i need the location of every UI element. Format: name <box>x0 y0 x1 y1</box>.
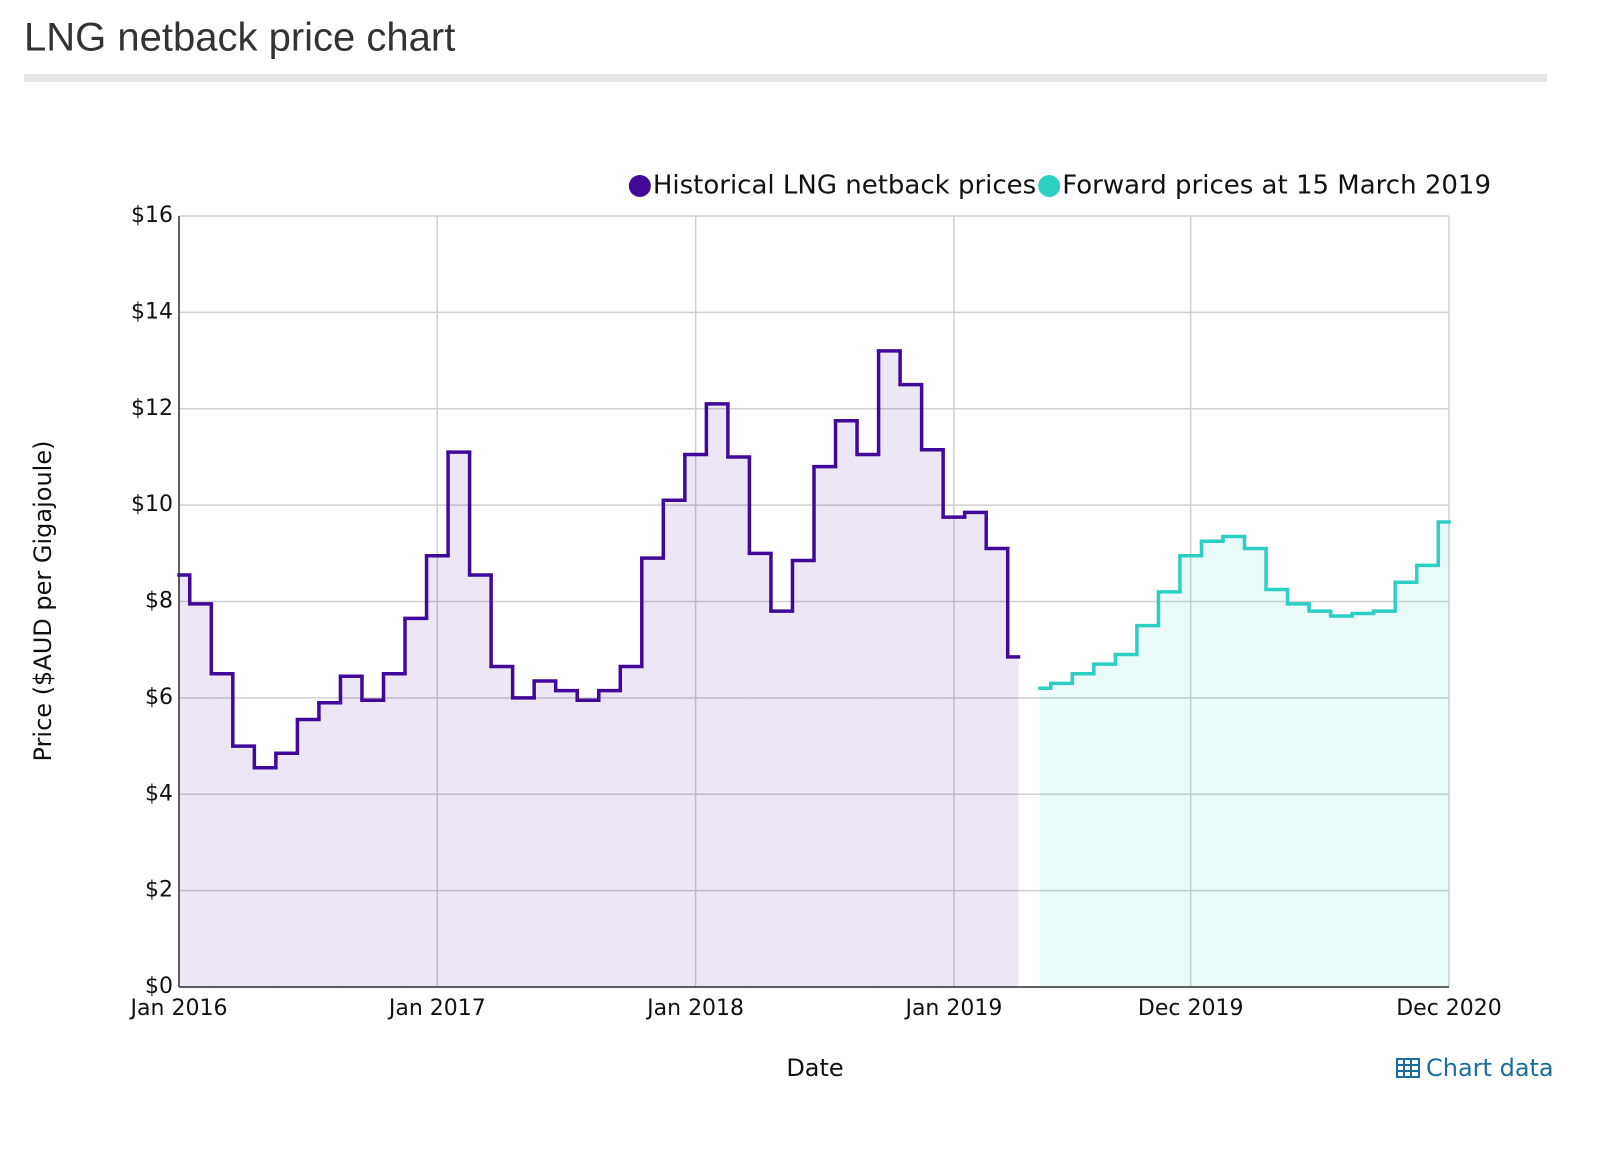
area-step <box>1352 613 1374 987</box>
series <box>177 349 1021 988</box>
area-step <box>1438 521 1449 987</box>
table-icon <box>1396 1058 1420 1078</box>
area-step <box>1395 582 1417 987</box>
area-step <box>297 719 319 987</box>
area-step <box>835 420 858 987</box>
area-step <box>684 454 707 987</box>
x-tick-label: Jan 2019 <box>903 996 1002 1021</box>
area-step <box>663 500 685 987</box>
y-tick-label: $4 <box>145 781 173 806</box>
legend-marker <box>628 175 651 197</box>
area-step <box>211 673 233 987</box>
area-step <box>986 548 1008 987</box>
chart-data-link-text[interactable]: Chart data <box>1426 1054 1554 1082</box>
area-step <box>1373 611 1396 987</box>
x-tick-label: Dec 2019 <box>1138 996 1244 1021</box>
area-step <box>318 702 341 987</box>
area-step <box>1179 555 1202 987</box>
area-step <box>620 666 642 987</box>
y-tick-label: $0 <box>145 974 173 999</box>
area-step <box>641 558 664 987</box>
x-tick-label: Jan 2017 <box>387 996 486 1021</box>
y-tick-label: $8 <box>145 589 173 614</box>
area-step <box>555 690 578 987</box>
area-step <box>448 452 470 987</box>
x-tick-label: Dec 2020 <box>1396 996 1502 1021</box>
area-step <box>727 456 750 987</box>
x-axis-label: Date <box>786 1054 843 1082</box>
area-step <box>770 611 793 987</box>
area-step <box>361 700 384 987</box>
series <box>1038 520 1451 987</box>
area-step <box>1136 625 1159 987</box>
chart-data-link[interactable]: Chart data <box>1396 1054 1554 1082</box>
area-step <box>1115 654 1137 987</box>
y-tick-label: $16 <box>131 203 173 228</box>
area-step <box>1309 611 1331 987</box>
y-tick-label: $2 <box>145 878 173 903</box>
area-step <box>189 603 212 987</box>
area-step <box>1287 603 1310 987</box>
y-tick-label: $14 <box>131 299 173 324</box>
area-step <box>814 466 836 987</box>
area-step <box>792 560 814 987</box>
area-step <box>943 517 965 987</box>
y-tick-label: $6 <box>145 685 173 710</box>
area-step <box>1158 591 1180 987</box>
area-step <box>254 767 276 987</box>
area-step <box>1072 673 1094 987</box>
area-step <box>534 681 556 987</box>
title-separator <box>24 74 1547 82</box>
area-step <box>512 697 535 987</box>
area-step <box>179 574 190 987</box>
area-step <box>921 449 944 988</box>
y-axis-label: Price ($AUD per Gigajoule) <box>29 441 57 762</box>
chart-title: LNG netback price chart <box>24 16 455 60</box>
area-step <box>491 666 513 987</box>
area-step <box>232 746 255 987</box>
area-step <box>383 673 406 987</box>
area-step <box>1093 664 1116 987</box>
area-step <box>878 350 901 987</box>
area-step <box>857 454 879 987</box>
area-step <box>900 384 922 987</box>
area-step <box>1266 589 1288 987</box>
area-step <box>1040 688 1051 987</box>
y-tick-label: $10 <box>131 492 173 517</box>
y-tick-label: $12 <box>131 396 173 421</box>
legend-label: Forward prices at 15 March 2019 <box>1062 171 1491 201</box>
area-step <box>577 700 599 987</box>
legend-label: Historical LNG netback prices <box>653 171 1036 201</box>
area-step <box>340 676 362 987</box>
area-step <box>706 403 728 987</box>
x-tick-label: Jan 2016 <box>129 996 228 1021</box>
legend: Forward prices at 15 March 2019 Historica… <box>628 171 1491 201</box>
area-step <box>1244 548 1267 987</box>
x-tick-label: Jan 2018 <box>645 996 744 1021</box>
area-step <box>1222 536 1245 987</box>
area-step <box>426 555 449 987</box>
area-step <box>749 553 771 987</box>
legend-marker <box>1038 175 1061 197</box>
area-step <box>1007 656 1019 987</box>
area-step <box>1201 541 1223 987</box>
area-step <box>1050 683 1073 987</box>
area-step <box>275 753 298 987</box>
area-step <box>598 690 621 987</box>
area-step <box>964 512 987 987</box>
area-step <box>1416 565 1439 987</box>
area-step <box>1330 615 1353 987</box>
area-step <box>469 574 492 987</box>
area-step <box>405 618 427 987</box>
